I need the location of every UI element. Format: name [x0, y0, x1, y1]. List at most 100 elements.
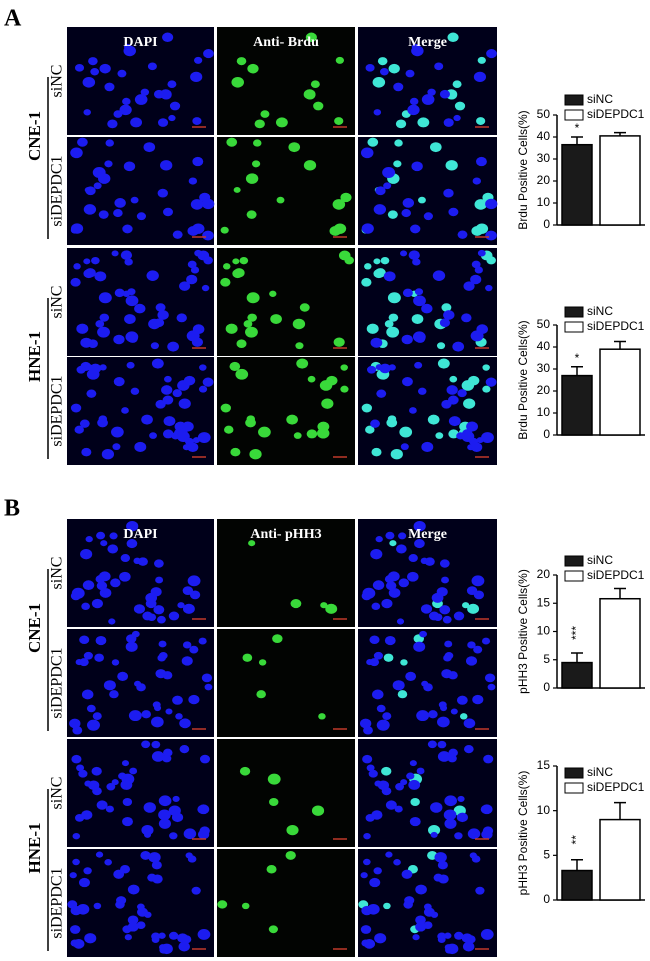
- nucleus: [114, 288, 125, 298]
- nucleus: [199, 364, 207, 371]
- nucleus: [385, 581, 397, 591]
- nucleus: [96, 800, 108, 810]
- y-tick-label: 10: [537, 195, 551, 209]
- nucleus: [359, 718, 372, 729]
- nucleus: [231, 76, 244, 88]
- nucleus: [293, 432, 302, 439]
- nucleus: [412, 258, 421, 266]
- nucleus: [465, 656, 478, 666]
- nucleus: [122, 798, 133, 807]
- nucleus: [275, 117, 288, 128]
- nucleus: [476, 156, 487, 167]
- nucleus: [366, 365, 377, 374]
- nucleus: [119, 571, 131, 582]
- nucleus: [471, 575, 485, 587]
- nucleus: [325, 603, 338, 614]
- nucleus: [434, 852, 447, 863]
- nucleus: [436, 342, 446, 350]
- nucleus: [381, 598, 393, 609]
- nucleus: [189, 590, 201, 600]
- nucleus: [335, 56, 344, 64]
- nucleus: [457, 795, 465, 802]
- nucleus: [141, 824, 154, 836]
- nucleus: [416, 767, 425, 775]
- nucleus: [388, 63, 400, 74]
- nucleus: [385, 800, 397, 810]
- nucleus: [476, 437, 484, 444]
- nucleus: [413, 295, 426, 307]
- nucleus: [127, 884, 140, 895]
- nucleus: [81, 689, 94, 700]
- nucleus: [414, 334, 426, 343]
- nucleus: [407, 104, 420, 116]
- nucleus: [369, 635, 380, 645]
- nucleus: [326, 375, 338, 386]
- nucleus: [149, 432, 157, 439]
- nucleus: [89, 363, 102, 374]
- nucleus: [434, 62, 444, 71]
- nucleus: [187, 442, 199, 452]
- nucleus: [459, 713, 468, 720]
- nucleus: [107, 119, 118, 129]
- nucleus: [83, 204, 97, 215]
- nucleus: [387, 292, 401, 304]
- nucleus: [163, 416, 176, 427]
- nucleus: [190, 199, 204, 210]
- nucleus: [94, 271, 107, 282]
- nucleus: [420, 604, 433, 614]
- nucleus: [416, 710, 430, 722]
- nucleus: [470, 274, 482, 285]
- nucleus: [188, 694, 200, 705]
- nucleus: [258, 659, 267, 666]
- nucleus: [73, 939, 85, 949]
- nucleus: [481, 432, 494, 443]
- nucleus: [311, 805, 325, 816]
- nucleus: [307, 375, 316, 383]
- nucleus: [202, 230, 214, 241]
- nucleus: [111, 426, 124, 438]
- nucleus: [344, 256, 354, 265]
- nucleus: [129, 767, 138, 775]
- nucleus: [286, 824, 299, 836]
- y-axis-label: pHH3 Positive Cells(%): [516, 569, 530, 694]
- nucleus: [95, 635, 107, 646]
- nucleus: [408, 250, 420, 260]
- nucleus: [482, 385, 491, 393]
- nucleus: [395, 783, 405, 791]
- nucleus: [453, 611, 465, 621]
- nucleus: [109, 690, 119, 699]
- nucleus: [376, 719, 390, 731]
- nucleus: [373, 269, 385, 279]
- nucleus: [303, 160, 317, 171]
- nucleus: [483, 754, 494, 764]
- nucleus: [192, 156, 204, 167]
- nucleus: [97, 418, 108, 428]
- nucleus: [121, 760, 129, 767]
- column-header: DAPI: [123, 35, 157, 50]
- nucleus: [245, 326, 258, 338]
- group-label: CNE-1: [25, 111, 44, 161]
- nucleus: [441, 303, 452, 312]
- nucleus: [167, 341, 179, 352]
- nucleus: [430, 142, 442, 153]
- nucleus: [437, 751, 451, 762]
- nucleus: [73, 263, 81, 270]
- nucleus: [76, 365, 86, 374]
- nucleus: [471, 226, 483, 236]
- nucleus: [80, 337, 93, 348]
- y-tick-label: 30: [537, 151, 551, 165]
- y-tick-label: 15: [537, 758, 551, 772]
- nucleus: [363, 939, 376, 949]
- nucleus: [475, 886, 485, 895]
- nucleus: [105, 139, 114, 147]
- nucleus: [400, 443, 409, 451]
- nucleus: [83, 867, 92, 875]
- nucleus: [119, 104, 132, 116]
- nucleus: [127, 922, 139, 932]
- nucleus: [124, 314, 136, 324]
- nucleus: [179, 281, 191, 291]
- nucleus: [392, 680, 405, 691]
- nucleus: [437, 860, 448, 870]
- nucleus: [316, 427, 330, 439]
- nucleus: [427, 414, 440, 425]
